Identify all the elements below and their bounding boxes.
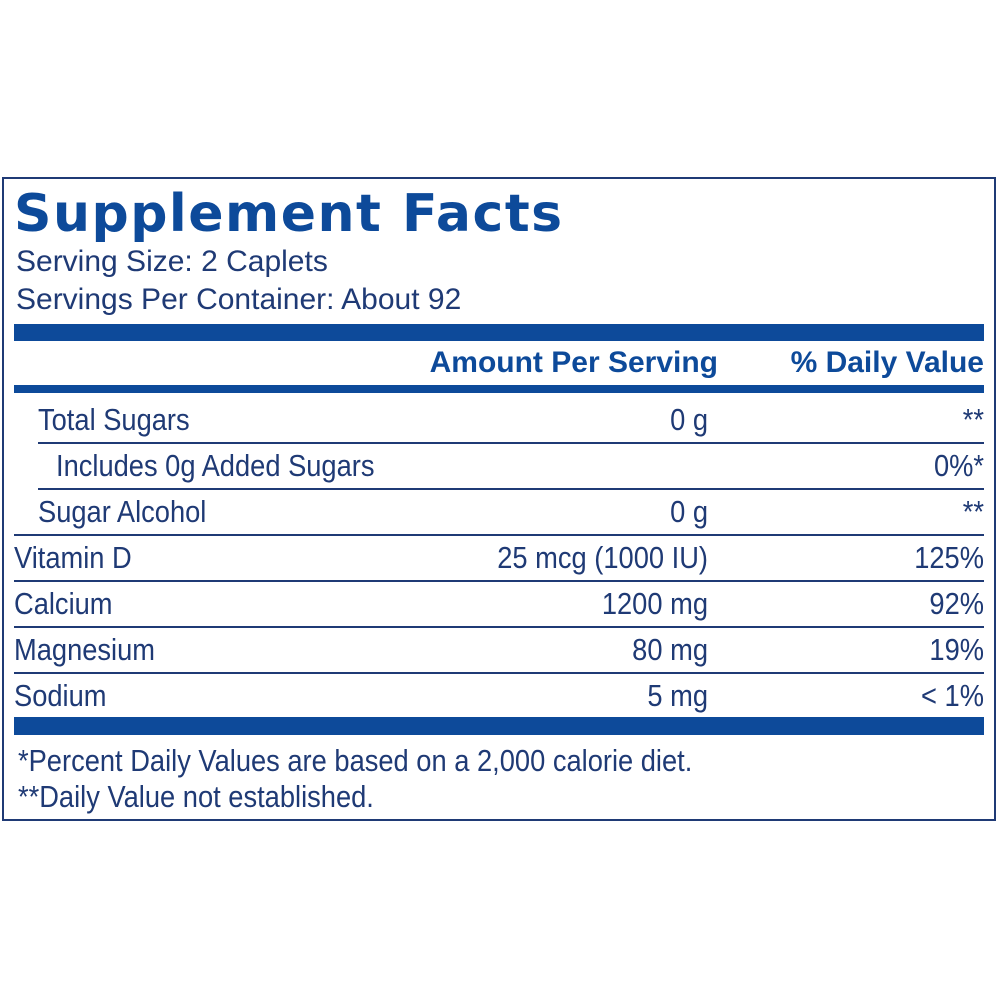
nutrient-row: Vitamin D 25 mcg (1000 IU) 125%	[14, 535, 984, 581]
nutrient-name: Magnesium	[14, 632, 156, 667]
nutrient-name: Includes 0g Added Sugars	[56, 448, 375, 483]
nutrient-daily-value: 19%	[929, 632, 984, 667]
row-separator	[14, 626, 984, 628]
header-amount-per-serving: Amount Per Serving	[429, 346, 718, 379]
nutrient-name: Vitamin D	[14, 540, 132, 575]
row-separator	[38, 442, 984, 444]
nutrient-amount: 25 mcg (1000 IU)	[497, 540, 709, 575]
medium-divider	[14, 385, 984, 393]
row-separator	[14, 672, 984, 674]
nutrient-daily-value: 92%	[929, 586, 984, 621]
row-separator	[14, 534, 984, 536]
nutrient-row: Calcium 1200 mg 92%	[14, 581, 984, 627]
footnote-not-established: **Daily Value not established.	[18, 779, 374, 814]
nutrient-daily-value: 0%*	[933, 448, 984, 483]
header-daily-value: % Daily Value	[790, 346, 984, 379]
nutrient-row: Total Sugars 0 g **	[38, 397, 984, 443]
thick-divider-bottom	[14, 717, 984, 735]
thick-divider-top	[14, 324, 984, 341]
footnote-daily-values: *Percent Daily Values are based on a 2,0…	[18, 743, 693, 778]
nutrient-name: Sugar Alcohol	[38, 494, 207, 529]
nutrient-amount: 0 g	[670, 402, 709, 437]
nutrient-amount: 1200 mg	[601, 586, 709, 621]
nutrient-row: Sodium 5 mg < 1%	[14, 673, 984, 719]
servings-per-container: Servings Per Container: About 92	[16, 283, 462, 316]
nutrient-amount: 5 mg	[647, 678, 709, 713]
nutrient-row: Magnesium 80 mg 19%	[14, 627, 984, 673]
nutrient-daily-value: < 1%	[921, 678, 984, 713]
nutrient-row: Sugar Alcohol 0 g **	[38, 489, 984, 535]
nutrient-row: Includes 0g Added Sugars 0%*	[56, 443, 984, 489]
row-separator	[38, 488, 984, 490]
nutrient-amount: 80 mg	[632, 632, 709, 667]
nutrient-daily-value: **	[962, 402, 984, 437]
row-separator	[14, 580, 984, 582]
label-title: Supplement Facts	[14, 184, 564, 244]
nutrient-name: Calcium	[14, 586, 113, 621]
nutrient-daily-value: **	[962, 494, 984, 529]
nutrient-amount: 0 g	[670, 494, 709, 529]
nutrient-name: Total Sugars	[38, 402, 190, 437]
nutrient-name: Sodium	[14, 678, 107, 713]
serving-size: Serving Size: 2 Caplets	[16, 245, 328, 278]
supplement-facts-panel: Supplement Facts Serving Size: 2 Caplets…	[2, 177, 996, 821]
nutrient-daily-value: 125%	[914, 540, 984, 575]
